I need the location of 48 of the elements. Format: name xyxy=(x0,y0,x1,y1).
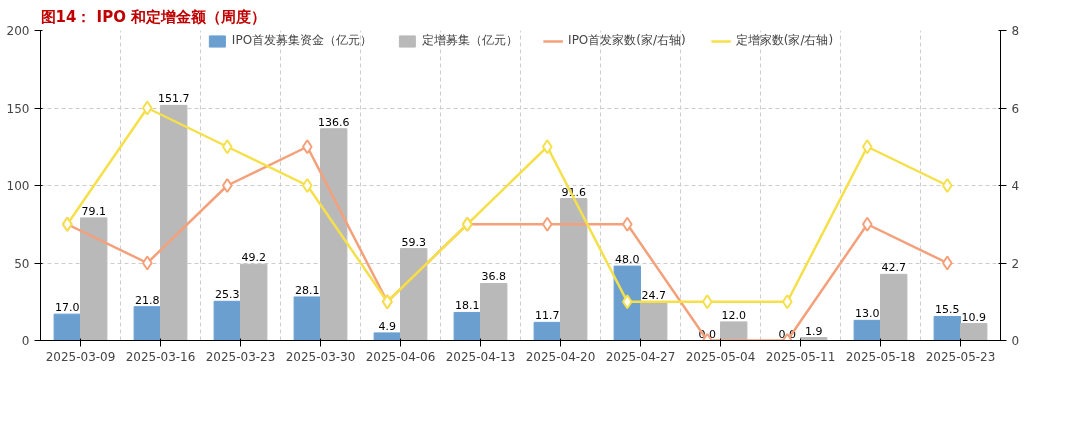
legend-label: 定增募集（亿元） xyxy=(422,32,519,49)
data-label: 24.7 xyxy=(641,289,666,303)
x-tick-label: 2025-05-11 xyxy=(765,349,836,364)
legend-label: 定增家数(家/右轴) xyxy=(735,32,834,49)
y-tick-label: 150 xyxy=(6,101,30,116)
data-label: 12.0 xyxy=(721,308,746,322)
data-label: 151.7 xyxy=(157,92,190,106)
x-tick-label: 2025-05-04 xyxy=(685,349,756,364)
y2-tick-label: 4 xyxy=(1011,179,1020,193)
legend-label: IPO首发家数(家/右轴) xyxy=(568,32,686,49)
y2-tick-label: 8 xyxy=(1011,24,1020,38)
x-tick-label: 2025-03-30 xyxy=(285,349,356,364)
data-label: 36.8 xyxy=(481,270,506,284)
x-tick-label: 2025-04-20 xyxy=(525,349,596,364)
data-label: 13.0 xyxy=(855,307,880,321)
y2-tick-label: 6 xyxy=(1011,101,1020,116)
x-tick-label: 2025-04-13 xyxy=(445,349,516,364)
data-label: 28.1 xyxy=(295,283,320,297)
x-tick-label: 2025-05-18 xyxy=(845,349,916,364)
y-tick-label: 200 xyxy=(6,24,30,38)
y2-tick-label: 0 xyxy=(1011,334,1020,348)
y-tick-label: 0 xyxy=(21,334,30,348)
data-label: 17.0 xyxy=(55,301,80,315)
data-label: 49.2 xyxy=(241,251,266,265)
x-tick-label: 2025-05-23 xyxy=(925,349,996,364)
x-tick-label: 2025-03-16 xyxy=(125,349,196,364)
data-label: 59.3 xyxy=(401,235,426,249)
data-label: 21.8 xyxy=(135,293,160,307)
chart-title: 图14： IPO 和定增金额（周度） xyxy=(40,7,267,26)
data-label: 10.9 xyxy=(961,310,986,324)
x-tick-label: 2025-04-27 xyxy=(605,349,676,364)
data-label: 25.3 xyxy=(215,288,240,302)
x-tick-label: 2025-03-23 xyxy=(205,349,276,364)
x-tick-label: 2025-03-09 xyxy=(45,349,116,364)
data-label: 1.9 xyxy=(804,324,823,338)
data-label: 11.7 xyxy=(535,309,560,323)
data-label: 15.5 xyxy=(935,303,960,317)
y2-tick-label: 2 xyxy=(1011,256,1020,271)
data-label: 79.1 xyxy=(81,204,106,218)
data-label: 4.9 xyxy=(378,319,397,333)
y-tick-label: 100 xyxy=(6,179,30,193)
y-tick-label: 50 xyxy=(14,256,30,271)
data-label: 48.0 xyxy=(615,253,640,267)
data-label: 136.6 xyxy=(317,115,350,129)
legend-label: IPO首发募集资金（亿元） xyxy=(231,32,373,49)
data-label: 42.7 xyxy=(881,261,906,275)
x-tick-label: 2025-04-06 xyxy=(365,349,436,364)
data-label: 18.1 xyxy=(455,299,480,313)
